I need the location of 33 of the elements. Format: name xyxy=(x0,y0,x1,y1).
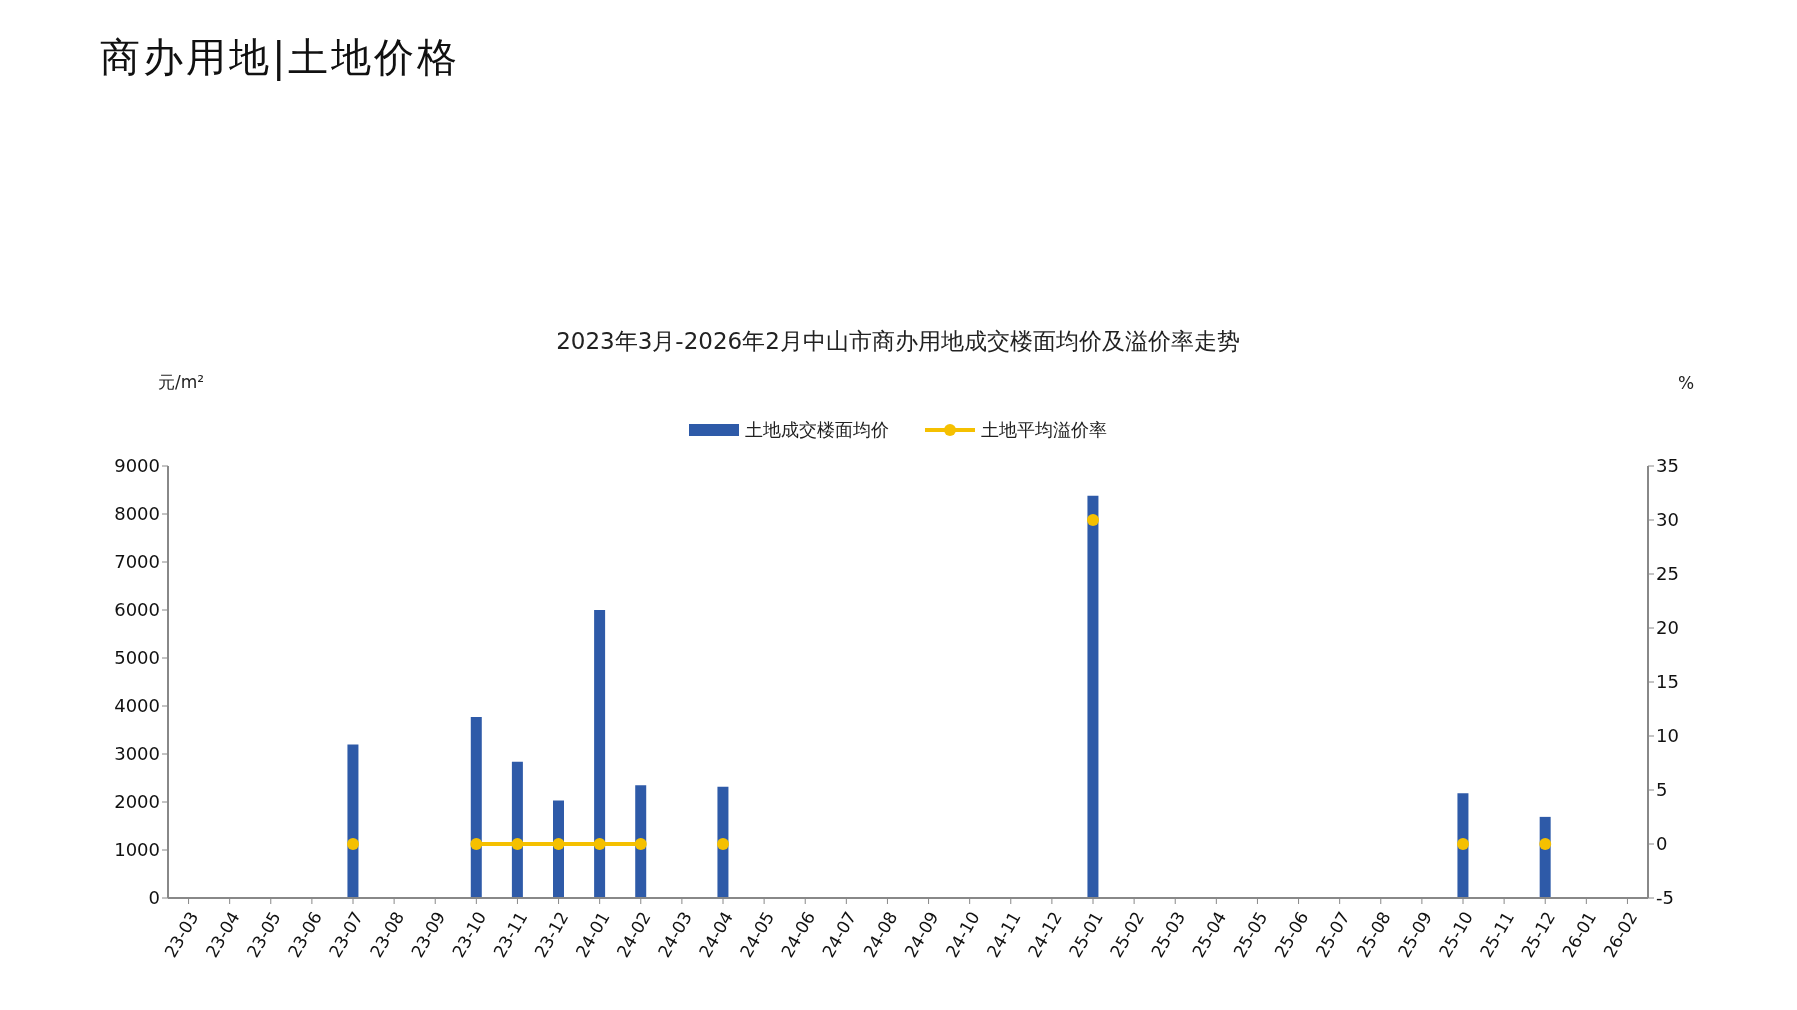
y-tick-label: 4000 xyxy=(114,695,160,717)
bar xyxy=(511,761,523,898)
y-tick-label: 7000 xyxy=(114,551,160,573)
y-tick-label: 9000 xyxy=(114,455,160,477)
legend-label: 土地成交楼面均价 xyxy=(745,418,889,442)
y-tick-label: 2000 xyxy=(114,791,160,813)
y-tick-label: 5000 xyxy=(114,647,160,669)
bar xyxy=(1087,495,1099,898)
y2-tick-label: 35 xyxy=(1656,455,1679,477)
text: 商办用地|土地价格 xyxy=(100,33,461,83)
y-tick-label: 8000 xyxy=(114,503,160,525)
y2-tick-label: -5 xyxy=(1656,887,1674,909)
bar xyxy=(1457,793,1469,898)
y2-tick-label: 15 xyxy=(1656,671,1679,693)
y2-tick-label: 10 xyxy=(1656,725,1679,747)
y-tick-label: 3000 xyxy=(114,743,160,765)
bar xyxy=(635,785,647,898)
y2-tick-label: 30 xyxy=(1656,509,1679,531)
bar xyxy=(470,717,482,898)
y2-tick-label: 25 xyxy=(1656,563,1679,585)
y2-tick-label: 0 xyxy=(1656,833,1668,855)
y2-tick-label: 20 xyxy=(1656,617,1679,639)
y-tick-label: 0 xyxy=(148,887,160,909)
bar xyxy=(717,786,729,898)
y-tick-label: 6000 xyxy=(114,599,160,621)
bar xyxy=(347,744,359,898)
y2-axis-title: % xyxy=(1678,373,1695,393)
bar xyxy=(594,610,606,898)
chart-title: 2023年3月-2026年2月中山市商办用地成交楼面均价及溢价率走势 xyxy=(555,327,1241,356)
y-tick-label: 1000 xyxy=(114,839,160,861)
y-axis-title: 元/m² xyxy=(158,371,205,394)
y2-tick-label: 5 xyxy=(1656,779,1668,801)
legend-label: 土地平均溢价率 xyxy=(981,418,1107,442)
